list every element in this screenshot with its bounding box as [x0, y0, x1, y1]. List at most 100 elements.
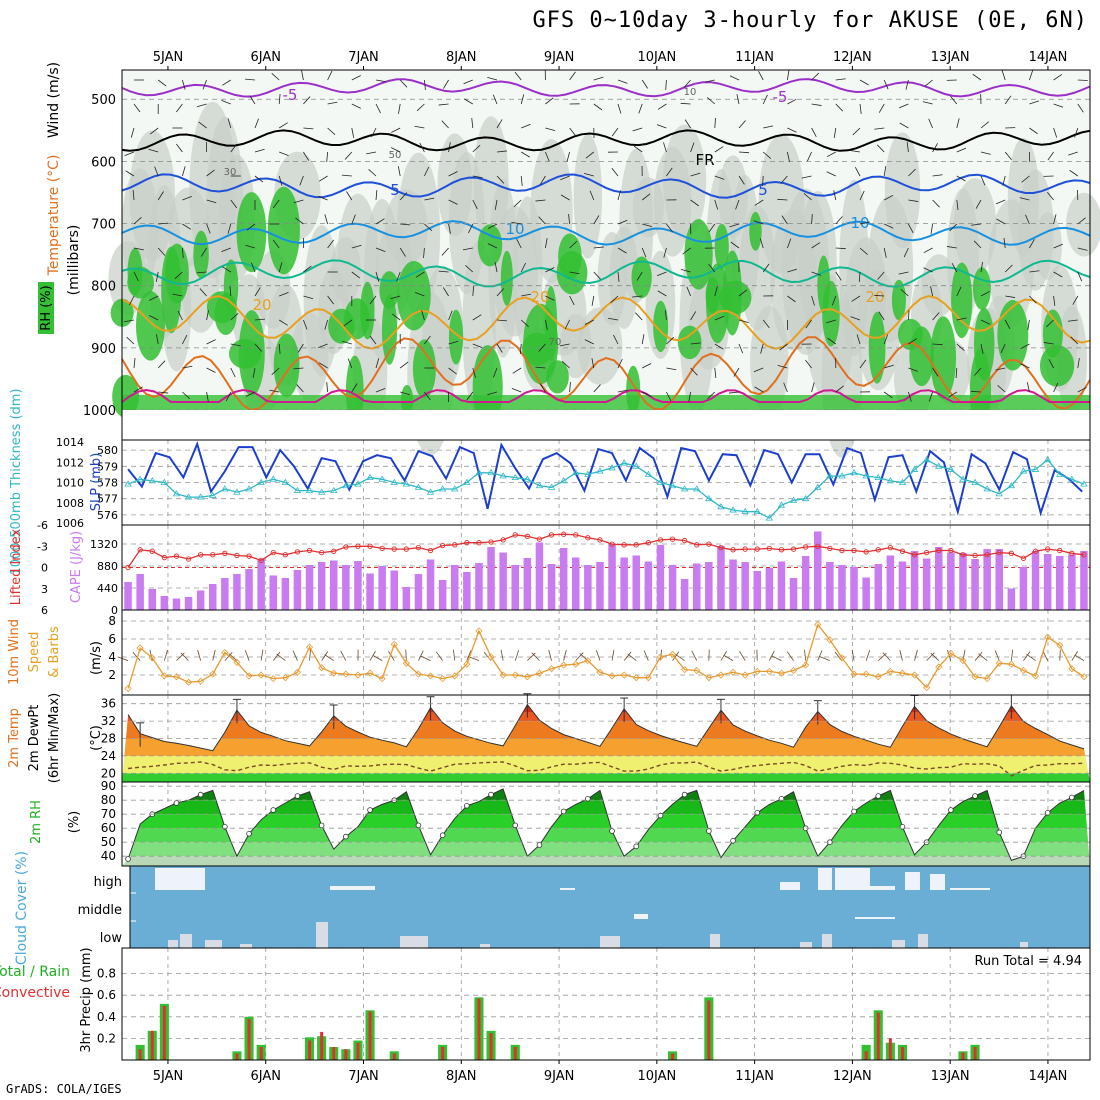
wind-barb — [617, 103, 622, 114]
surface-wind-barb — [771, 655, 782, 661]
wind-barb — [642, 391, 652, 397]
thickness-point — [1068, 475, 1076, 482]
precip-convective-bar — [900, 1047, 904, 1060]
rh-point — [972, 793, 978, 799]
wind-barb — [327, 101, 338, 105]
wind-barb — [494, 199, 498, 210]
run-total-label: Run Total = 4.94 — [974, 954, 1082, 969]
wind-barb — [157, 191, 164, 201]
cloud-block-low — [168, 940, 178, 948]
wind-axis-label: Wind (m/s) — [46, 62, 62, 138]
wind-barb — [133, 217, 142, 225]
wind-barb — [132, 190, 135, 201]
wind-barb — [826, 319, 836, 324]
wind-barb — [975, 199, 982, 209]
wind-barb — [617, 271, 620, 282]
wind-barb — [835, 271, 842, 281]
date-label-top: 11JAN — [735, 50, 774, 65]
thickness-point — [378, 475, 386, 482]
wind-barb — [753, 220, 764, 225]
thickness-point — [305, 486, 314, 493]
temp-tick-label: 24 — [101, 749, 116, 763]
precip-convective-bar — [320, 1031, 324, 1060]
wind-barb — [632, 127, 643, 132]
wind-barb — [1053, 271, 1063, 278]
precip-convective-bar — [356, 1042, 360, 1060]
rh-shade — [921, 254, 956, 317]
wind-barb — [157, 360, 166, 369]
wind-barb — [1020, 343, 1030, 350]
wind-barb — [736, 94, 740, 105]
rh-point — [439, 832, 446, 838]
surface-wind-barb — [882, 652, 891, 661]
wind-speed-point — [136, 644, 144, 652]
rh-point — [560, 808, 567, 815]
date-label-bottom: 12JAN — [833, 1069, 872, 1084]
wind-barb — [827, 337, 837, 345]
surface-wind-barb — [611, 649, 615, 661]
cape-bar — [1043, 554, 1052, 610]
li-point — [766, 545, 772, 552]
li-point — [561, 531, 567, 537]
thickness-point — [1031, 465, 1040, 472]
li-point — [1008, 550, 1014, 556]
wind-barb — [496, 319, 507, 322]
wind-barb — [787, 238, 792, 249]
thickness-point — [584, 470, 592, 477]
wind-barb — [327, 127, 336, 135]
li-point — [778, 547, 785, 553]
surface-wind-barb — [468, 656, 480, 661]
wind-barb — [611, 167, 619, 177]
rh-point — [948, 807, 954, 813]
date-label-bottom: 9JAN — [544, 1069, 575, 1084]
surface-wind-barb — [899, 649, 903, 661]
wind-speed-point — [414, 670, 423, 678]
thickness-point — [801, 494, 810, 502]
li-point — [318, 549, 325, 556]
wind-barb — [448, 367, 457, 375]
wind-barb — [656, 124, 667, 129]
wind-barb — [665, 79, 667, 91]
thickness-point — [366, 473, 374, 481]
wind-speed-point — [439, 675, 447, 683]
precip-convective-bar — [441, 1047, 445, 1060]
wind-barb — [375, 388, 386, 393]
wind-barb — [714, 286, 718, 297]
cape-bar — [656, 545, 665, 610]
wind-barb — [613, 334, 619, 345]
wind-barb — [398, 103, 401, 114]
cape-bar — [463, 572, 471, 610]
cape-bar — [777, 561, 786, 610]
wind-barb — [269, 389, 280, 393]
cape-bar — [184, 597, 193, 610]
wind-barb — [249, 95, 256, 105]
precip-convective-bar — [150, 1030, 154, 1060]
wind-barb — [878, 103, 885, 113]
wind-barb — [1029, 239, 1035, 249]
wind-barb — [729, 391, 740, 394]
wind-barb — [1029, 295, 1037, 304]
wind-barb — [1048, 358, 1054, 369]
temp-contour-25 — [121, 336, 1091, 412]
precip-convective-bar — [477, 998, 481, 1060]
rh-shade-green — [193, 230, 209, 279]
wind-barb — [391, 147, 401, 153]
wind-barb — [154, 166, 159, 177]
wind-barb — [738, 289, 748, 297]
wind-barb — [182, 196, 192, 201]
wind-speed-point — [632, 674, 640, 682]
wind-barb — [995, 367, 1006, 371]
cape-bar — [366, 573, 374, 610]
li-point — [161, 554, 168, 561]
wind-barb — [560, 194, 570, 201]
wind-speed-point — [717, 671, 725, 679]
wind-axis-label: Speed — [27, 632, 42, 673]
wind-barb — [1077, 79, 1088, 81]
wind-speed-point — [862, 670, 870, 678]
wind-barb — [245, 391, 256, 397]
cape-bar — [426, 559, 435, 610]
li-point — [839, 547, 845, 554]
surface-wind-barb — [1074, 654, 1085, 661]
wind-speed-point — [668, 650, 677, 658]
wind-barb — [856, 334, 861, 345]
